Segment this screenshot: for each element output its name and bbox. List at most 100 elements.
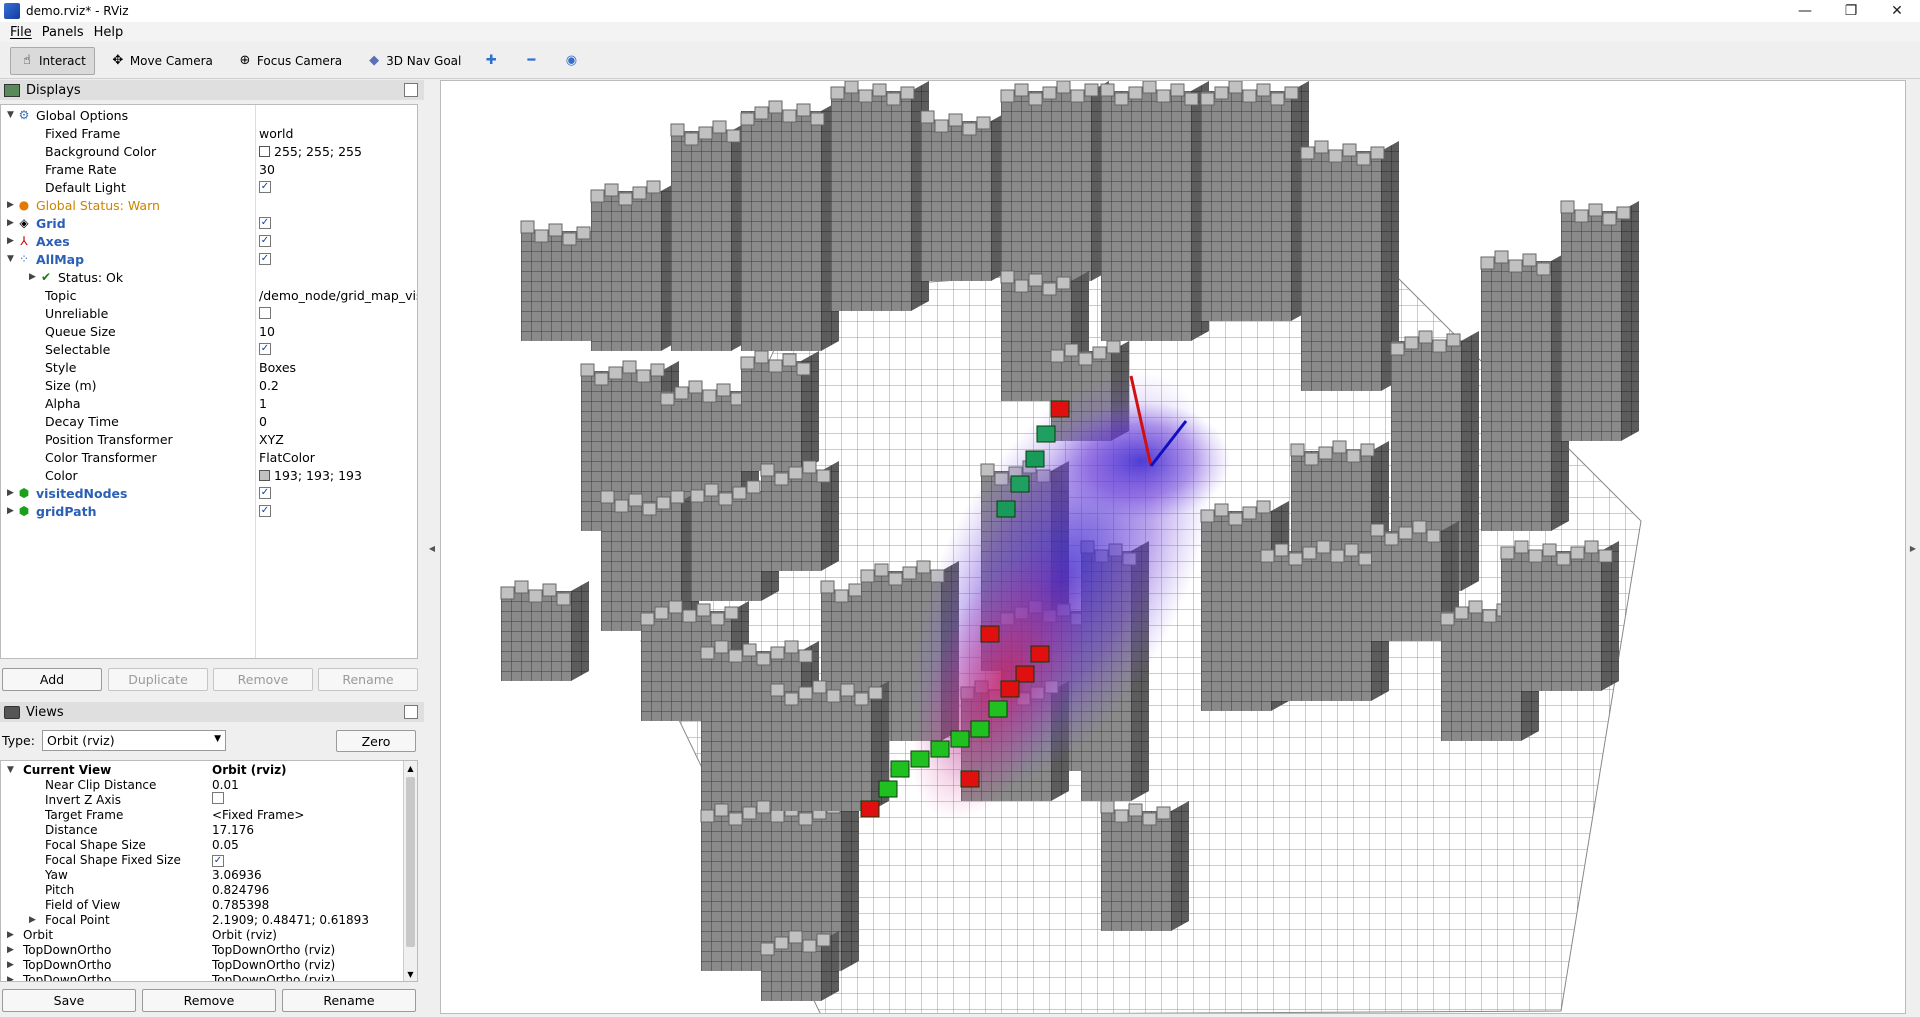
views-row[interactable]: ▼ Current View Orbit (rviz) xyxy=(1,762,401,777)
remove-display-button[interactable]: Remove xyxy=(213,668,313,691)
grid-path-checkbox[interactable]: ✓ xyxy=(259,505,271,517)
views-row[interactable]: Invert Z Axis xyxy=(1,792,401,807)
views-tree[interactable]: ▼ Current View Orbit (rviz) Near Clip Dist… xyxy=(0,760,418,982)
views-scrollbar[interactable]: ▲ ▼ xyxy=(403,761,417,981)
allmap-checkbox[interactable]: ✓ xyxy=(259,253,271,265)
expand-arrow-icon[interactable]: ▶ xyxy=(7,959,14,970)
expand-arrow-icon[interactable]: ▼ xyxy=(7,110,14,120)
tree-value[interactable]: /demo_node/grid_map_vis xyxy=(259,287,417,303)
tree-value[interactable]: 0 xyxy=(259,413,267,429)
tree-row-background-color[interactable]: Background Color 255; 255; 255 xyxy=(1,142,417,160)
views-row[interactable]: Yaw 3.06936 xyxy=(1,867,401,882)
focus-camera-tool-button[interactable]: ⊕ Focus Camera xyxy=(228,47,351,75)
tree-row-grid-path[interactable]: ▶ ⬢ gridPath ✓ xyxy=(1,502,417,520)
remove-view-button[interactable]: Remove xyxy=(142,989,276,1012)
scroll-thumb[interactable] xyxy=(406,777,415,947)
tree-row-fixed-frame[interactable]: Fixed Frame world xyxy=(1,124,417,142)
grid-checkbox[interactable]: ✓ xyxy=(259,217,271,229)
add-display-button[interactable]: Add xyxy=(2,668,102,691)
expand-arrow-icon[interactable]: ▼ xyxy=(7,254,14,264)
left-splitter[interactable]: ◀ xyxy=(424,80,440,1017)
tree-row-queue-size[interactable]: Queue Size 10 xyxy=(1,322,417,340)
tree-row-grid[interactable]: ▶ ◈ Grid ✓ xyxy=(1,214,417,232)
float-panel-button[interactable] xyxy=(404,83,418,97)
views-row[interactable]: ▶ Focal Point 2.1909; 0.48471; 0.61893 xyxy=(1,912,401,927)
scroll-up-icon[interactable]: ▲ xyxy=(407,763,414,773)
axes-checkbox[interactable]: ✓ xyxy=(259,235,271,247)
tree-row-alpha[interactable]: Alpha 1 xyxy=(1,394,417,412)
maximize-button[interactable]: ❐ xyxy=(1844,3,1858,19)
tree-row-unreliable[interactable]: Unreliable xyxy=(1,304,417,322)
invert-z-checkbox[interactable] xyxy=(212,792,224,804)
views-value[interactable]: 3.06936 xyxy=(212,867,262,882)
tree-row-topic[interactable]: Topic /demo_node/grid_map_vis xyxy=(1,286,417,304)
view-type-select[interactable]: Orbit (rviz) ▼ xyxy=(42,730,226,751)
expand-arrow-icon[interactable]: ▶ xyxy=(7,929,14,940)
tree-value[interactable]: Boxes xyxy=(259,359,297,375)
minimize-button[interactable]: — xyxy=(1798,3,1812,19)
tree-value[interactable]: FlatColor xyxy=(259,449,315,465)
visibility-tool-button[interactable]: ◉ xyxy=(556,47,590,75)
nav-goal-tool-button[interactable]: ◆ 3D Nav Goal xyxy=(357,47,470,75)
rename-display-button[interactable]: Rename xyxy=(318,668,418,691)
tree-value[interactable]: 30 xyxy=(259,161,275,177)
move-camera-tool-button[interactable]: ✥ Move Camera xyxy=(101,47,222,75)
views-row[interactable]: ▶ TopDownOrtho TopDownOrtho (rviz) xyxy=(1,972,401,982)
column-divider[interactable] xyxy=(255,105,256,658)
views-row[interactable]: Focal Shape Size 0.05 xyxy=(1,837,401,852)
tree-value[interactable]: 1 xyxy=(259,395,267,411)
expand-arrow-icon[interactable]: ▶ xyxy=(7,506,14,516)
views-value[interactable]: <Fixed Frame> xyxy=(212,807,305,822)
views-value[interactable]: 0.01 xyxy=(212,777,239,792)
tree-row-color[interactable]: Color 193; 193; 193 xyxy=(1,466,417,484)
views-row[interactable]: Pitch 0.824796 xyxy=(1,882,401,897)
save-view-button[interactable]: Save xyxy=(2,989,136,1012)
duplicate-display-button[interactable]: Duplicate xyxy=(108,668,208,691)
selectable-checkbox[interactable]: ✓ xyxy=(259,343,271,355)
menu-file[interactable]: File xyxy=(10,24,32,40)
tree-row-selectable[interactable]: Selectable ✓ xyxy=(1,340,417,358)
views-value[interactable]: 0.785398 xyxy=(212,897,270,912)
tree-row-size[interactable]: Size (m) 0.2 xyxy=(1,376,417,394)
focal-fixed-size-checkbox[interactable]: ✓ xyxy=(212,855,224,867)
right-splitter[interactable]: ▶ xyxy=(1906,80,1920,1017)
unreliable-checkbox[interactable] xyxy=(259,307,271,319)
remove-tool-button[interactable]: ━ xyxy=(516,47,550,75)
default-light-checkbox[interactable]: ✓ xyxy=(259,181,271,193)
expand-arrow-icon[interactable]: ▶ xyxy=(7,236,14,246)
expand-arrow-icon[interactable]: ▶ xyxy=(7,974,14,982)
scroll-down-icon[interactable]: ▼ xyxy=(407,969,414,979)
tree-value[interactable]: XYZ xyxy=(259,431,284,447)
color-swatch[interactable] xyxy=(259,145,270,157)
tree-row-visited-nodes[interactable]: ▶ ⬢ visitedNodes ✓ xyxy=(1,484,417,502)
views-row[interactable]: Focal Shape Fixed Size ✓ xyxy=(1,852,401,867)
tree-value[interactable]: 193; 193; 193 xyxy=(259,468,417,483)
views-value[interactable]: 0.05 xyxy=(212,837,239,852)
tree-row-default-light[interactable]: Default Light ✓ xyxy=(1,178,417,196)
views-row[interactable]: Near Clip Distance 0.01 xyxy=(1,777,401,792)
expand-arrow-icon[interactable]: ▶ xyxy=(7,944,14,955)
expand-arrow-icon[interactable]: ▶ xyxy=(29,914,36,925)
tree-row-axes[interactable]: ▶ ⅄ Axes ✓ xyxy=(1,232,417,250)
tree-row-status-ok[interactable]: ▶ ✔ Status: Ok xyxy=(1,268,417,286)
tree-row-style[interactable]: Style Boxes xyxy=(1,358,417,376)
tree-row-allmap[interactable]: ▼ ⁘ AllMap ✓ xyxy=(1,250,417,268)
tree-row-decay-time[interactable]: Decay Time 0 xyxy=(1,412,417,430)
expand-arrow-icon[interactable]: ▶ xyxy=(7,488,14,498)
interact-tool-button[interactable]: ☝ Interact xyxy=(10,46,95,75)
3d-scene[interactable] xyxy=(441,81,1906,1014)
3d-render-viewport[interactable] xyxy=(440,80,1906,1014)
displays-tree[interactable]: ▼ ⚙ Global Options Fixed Frame world Backg… xyxy=(0,104,418,659)
color-swatch[interactable] xyxy=(259,469,270,481)
tree-value[interactable]: 255; 255; 255 xyxy=(259,144,417,159)
collapse-left-icon[interactable]: ◀ xyxy=(428,544,436,553)
zero-button[interactable]: Zero xyxy=(336,730,416,752)
tree-value[interactable]: 0.2 xyxy=(259,377,279,393)
tree-value[interactable]: world xyxy=(259,125,294,141)
views-value[interactable]: 2.1909; 0.48471; 0.61893 xyxy=(212,912,369,927)
tree-row-position-transformer[interactable]: Position Transformer XYZ xyxy=(1,430,417,448)
tree-value[interactable]: 10 xyxy=(259,323,275,339)
views-row[interactable]: ▶ TopDownOrtho TopDownOrtho (rviz) xyxy=(1,942,401,957)
menu-help[interactable]: Help xyxy=(93,24,124,40)
tree-row-global-options[interactable]: ▼ ⚙ Global Options xyxy=(1,106,417,124)
